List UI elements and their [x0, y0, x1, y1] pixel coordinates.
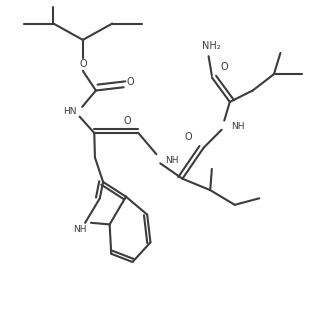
Text: NH: NH	[73, 225, 87, 234]
Text: NH: NH	[231, 122, 244, 131]
Text: O: O	[126, 77, 134, 87]
Text: O: O	[123, 116, 131, 126]
Text: O: O	[184, 132, 192, 142]
Text: NH: NH	[165, 155, 179, 165]
Text: O: O	[79, 59, 87, 70]
Text: NH₂: NH₂	[202, 41, 220, 51]
Text: HN: HN	[63, 107, 76, 116]
Text: O: O	[220, 62, 228, 72]
